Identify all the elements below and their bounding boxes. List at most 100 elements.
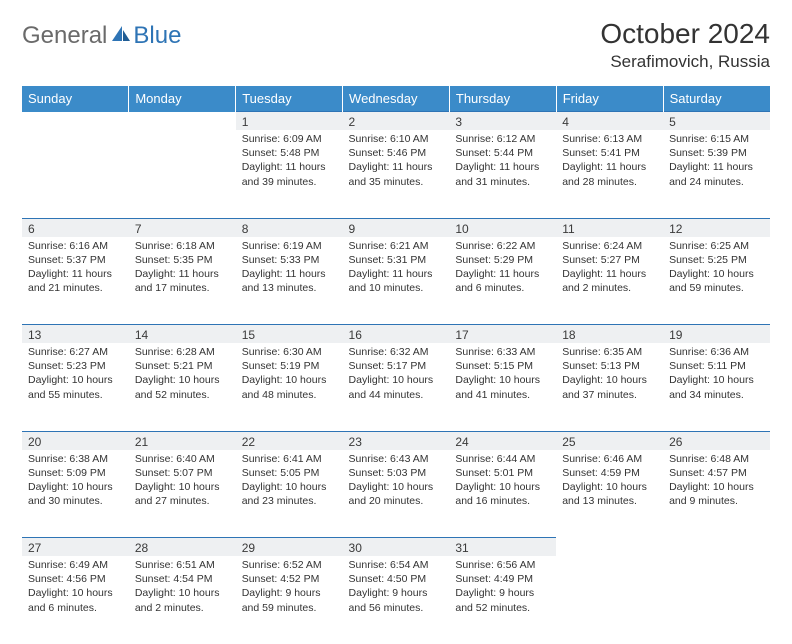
day-dl1: Daylight: 11 hours xyxy=(242,160,337,174)
day-ss: Sunset: 5:31 PM xyxy=(349,253,444,267)
day-ss: Sunset: 5:09 PM xyxy=(28,466,123,480)
day-number-cell: 18 xyxy=(556,325,663,344)
day-sr: Sunrise: 6:10 AM xyxy=(349,132,444,146)
day-content-cell: Sunrise: 6:52 AMSunset: 4:52 PMDaylight:… xyxy=(236,556,343,644)
day-content-cell: Sunrise: 6:43 AMSunset: 5:03 PMDaylight:… xyxy=(343,450,450,538)
day-number-cell: 15 xyxy=(236,325,343,344)
day-dl1: Daylight: 10 hours xyxy=(349,480,444,494)
day-sr: Sunrise: 6:32 AM xyxy=(349,345,444,359)
day-dl2: and 9 minutes. xyxy=(669,494,764,508)
day-dl1: Daylight: 10 hours xyxy=(455,480,550,494)
day-sr: Sunrise: 6:30 AM xyxy=(242,345,337,359)
day-number-cell: 19 xyxy=(663,325,770,344)
weekday-header: Saturday xyxy=(663,86,770,112)
day-dl1: Daylight: 11 hours xyxy=(562,160,657,174)
day-content-cell: Sunrise: 6:16 AMSunset: 5:37 PMDaylight:… xyxy=(22,237,129,325)
day-sr: Sunrise: 6:27 AM xyxy=(28,345,123,359)
day-ss: Sunset: 4:52 PM xyxy=(242,572,337,586)
day-dl2: and 27 minutes. xyxy=(135,494,230,508)
day-sr: Sunrise: 6:51 AM xyxy=(135,558,230,572)
day-content-row: Sunrise: 6:09 AMSunset: 5:48 PMDaylight:… xyxy=(22,130,770,218)
day-sr: Sunrise: 6:40 AM xyxy=(135,452,230,466)
brand-logo: General Blue xyxy=(22,22,181,50)
day-content-cell: Sunrise: 6:48 AMSunset: 4:57 PMDaylight:… xyxy=(663,450,770,538)
day-sr: Sunrise: 6:25 AM xyxy=(669,239,764,253)
day-number-cell: 25 xyxy=(556,431,663,450)
day-dl2: and 6 minutes. xyxy=(455,281,550,295)
weekday-header: Friday xyxy=(556,86,663,112)
day-ss: Sunset: 5:01 PM xyxy=(455,466,550,480)
day-dl2: and 52 minutes. xyxy=(455,601,550,615)
daynum-row: 20212223242526 xyxy=(22,431,770,450)
day-sr: Sunrise: 6:38 AM xyxy=(28,452,123,466)
day-dl1: Daylight: 10 hours xyxy=(562,373,657,387)
day-dl2: and 34 minutes. xyxy=(669,388,764,402)
day-dl2: and 16 minutes. xyxy=(455,494,550,508)
day-dl2: and 30 minutes. xyxy=(28,494,123,508)
day-ss: Sunset: 5:35 PM xyxy=(135,253,230,267)
day-number-cell: 14 xyxy=(129,325,236,344)
day-dl1: Daylight: 11 hours xyxy=(455,267,550,281)
day-sr: Sunrise: 6:48 AM xyxy=(669,452,764,466)
day-dl1: Daylight: 9 hours xyxy=(455,586,550,600)
day-ss: Sunset: 5:48 PM xyxy=(242,146,337,160)
day-ss: Sunset: 5:07 PM xyxy=(135,466,230,480)
day-content-cell: Sunrise: 6:46 AMSunset: 4:59 PMDaylight:… xyxy=(556,450,663,538)
day-dl2: and 6 minutes. xyxy=(28,601,123,615)
day-number-cell: 23 xyxy=(343,431,450,450)
day-dl2: and 31 minutes. xyxy=(455,175,550,189)
day-content-cell: Sunrise: 6:28 AMSunset: 5:21 PMDaylight:… xyxy=(129,343,236,431)
day-dl1: Daylight: 10 hours xyxy=(135,586,230,600)
day-number-cell xyxy=(129,112,236,131)
day-dl2: and 44 minutes. xyxy=(349,388,444,402)
brand-text-general: General xyxy=(22,22,107,50)
day-ss: Sunset: 5:21 PM xyxy=(135,359,230,373)
day-dl1: Daylight: 10 hours xyxy=(669,373,764,387)
day-sr: Sunrise: 6:22 AM xyxy=(455,239,550,253)
day-dl1: Daylight: 11 hours xyxy=(242,267,337,281)
day-content-cell: Sunrise: 6:25 AMSunset: 5:25 PMDaylight:… xyxy=(663,237,770,325)
day-ss: Sunset: 4:50 PM xyxy=(349,572,444,586)
day-ss: Sunset: 4:57 PM xyxy=(669,466,764,480)
day-content-cell xyxy=(663,556,770,644)
day-dl1: Daylight: 10 hours xyxy=(455,373,550,387)
day-dl1: Daylight: 10 hours xyxy=(28,480,123,494)
day-number-cell: 3 xyxy=(449,112,556,131)
day-number-cell: 21 xyxy=(129,431,236,450)
day-sr: Sunrise: 6:41 AM xyxy=(242,452,337,466)
day-dl2: and 41 minutes. xyxy=(455,388,550,402)
day-sr: Sunrise: 6:15 AM xyxy=(669,132,764,146)
day-dl2: and 17 minutes. xyxy=(135,281,230,295)
day-dl2: and 20 minutes. xyxy=(349,494,444,508)
day-dl1: Daylight: 11 hours xyxy=(669,160,764,174)
day-dl2: and 48 minutes. xyxy=(242,388,337,402)
day-content-cell: Sunrise: 6:09 AMSunset: 5:48 PMDaylight:… xyxy=(236,130,343,218)
day-content-cell: Sunrise: 6:12 AMSunset: 5:44 PMDaylight:… xyxy=(449,130,556,218)
day-number-cell: 27 xyxy=(22,538,129,557)
day-number-cell: 6 xyxy=(22,218,129,237)
daynum-row: 6789101112 xyxy=(22,218,770,237)
day-dl2: and 28 minutes. xyxy=(562,175,657,189)
day-content-cell xyxy=(556,556,663,644)
day-number-cell: 26 xyxy=(663,431,770,450)
day-ss: Sunset: 5:46 PM xyxy=(349,146,444,160)
day-dl2: and 23 minutes. xyxy=(242,494,337,508)
title-block: October 2024 Serafimovich, Russia xyxy=(600,18,770,72)
day-dl2: and 21 minutes. xyxy=(28,281,123,295)
day-dl2: and 59 minutes. xyxy=(669,281,764,295)
day-number-cell: 16 xyxy=(343,325,450,344)
day-ss: Sunset: 5:41 PM xyxy=(562,146,657,160)
day-content-cell: Sunrise: 6:18 AMSunset: 5:35 PMDaylight:… xyxy=(129,237,236,325)
day-number-cell: 20 xyxy=(22,431,129,450)
day-ss: Sunset: 4:59 PM xyxy=(562,466,657,480)
daynum-row: 2728293031 xyxy=(22,538,770,557)
day-content-cell: Sunrise: 6:30 AMSunset: 5:19 PMDaylight:… xyxy=(236,343,343,431)
day-sr: Sunrise: 6:33 AM xyxy=(455,345,550,359)
day-content-cell: Sunrise: 6:22 AMSunset: 5:29 PMDaylight:… xyxy=(449,237,556,325)
day-sr: Sunrise: 6:16 AM xyxy=(28,239,123,253)
day-dl1: Daylight: 11 hours xyxy=(135,267,230,281)
day-dl2: and 24 minutes. xyxy=(669,175,764,189)
day-sr: Sunrise: 6:56 AM xyxy=(455,558,550,572)
day-sr: Sunrise: 6:49 AM xyxy=(28,558,123,572)
day-content-cell: Sunrise: 6:40 AMSunset: 5:07 PMDaylight:… xyxy=(129,450,236,538)
